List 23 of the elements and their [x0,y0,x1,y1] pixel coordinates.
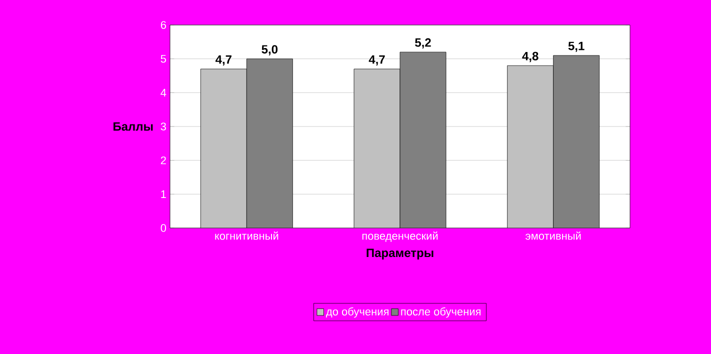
x-tick-label: поведенческий [362,232,438,242]
legend-label: до обучения [326,307,388,318]
y-tick-label: 0 [160,224,166,232]
y-tick-label: 1 [161,190,166,198]
data-label: 5,0 [262,45,278,56]
y-tick-label: 6 [160,21,166,29]
y-axis-title: Баллы [114,122,153,131]
data-label: 5,1 [568,42,584,52]
y-tick-label: 4 [160,88,166,96]
data-label: 5,2 [415,38,431,49]
bar [246,58,293,228]
y-tick-label: 5 [160,55,166,63]
y-tick-label: 3 [160,122,166,130]
legend-label: после обучения [401,307,481,318]
x-axis-title: Параметры [366,248,434,260]
data-label: 4,7 [216,55,232,66]
x-tick-label: эмотивный [526,232,581,240]
y-tick-label: 2 [160,156,166,164]
data-label: 4,8 [522,52,538,62]
bar [553,55,600,228]
data-label: 4,7 [368,55,385,66]
bar [400,52,446,228]
x-tick-label: когнитивный [215,232,278,240]
